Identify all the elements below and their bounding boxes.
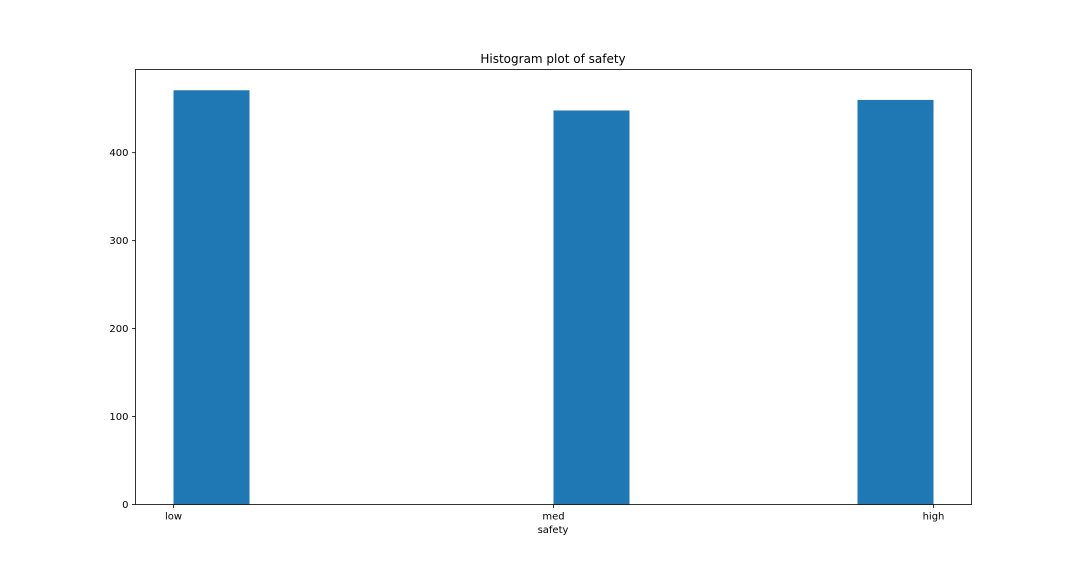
y-axis-ticks: 0 100 200 300 400	[109, 148, 136, 511]
chart-title: Histogram plot of safety	[480, 52, 625, 66]
x-axis-label: safety	[538, 525, 569, 536]
bar-med	[553, 110, 630, 505]
y-tick-label: 300	[109, 236, 128, 247]
y-tick-label: 0	[122, 500, 128, 511]
x-tick-label: med	[542, 512, 564, 523]
y-tick-label: 200	[109, 324, 128, 335]
bars-group	[173, 90, 934, 505]
plot-frame	[135, 69, 972, 505]
bar-low	[173, 90, 250, 505]
bar-high	[857, 99, 934, 505]
y-tick-label: 400	[109, 148, 128, 159]
x-axis-ticks: low med high	[165, 504, 945, 523]
y-tick-label: 100	[109, 412, 128, 423]
x-tick-label: high	[923, 512, 945, 523]
x-tick-label: low	[165, 512, 182, 523]
